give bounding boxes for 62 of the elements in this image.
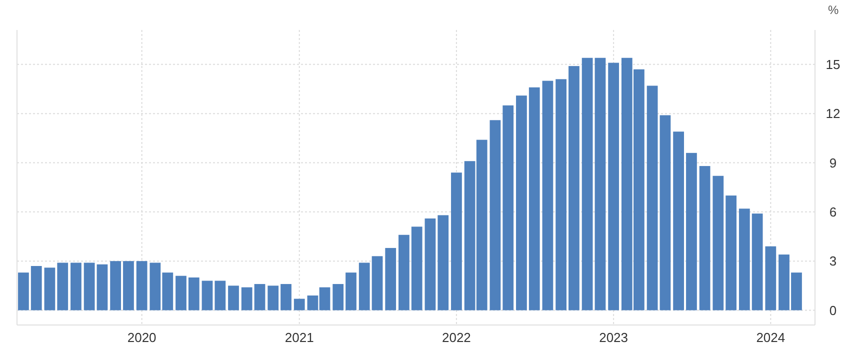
bar <box>18 272 29 310</box>
bar <box>57 262 68 310</box>
bar <box>726 196 737 310</box>
bar <box>268 286 279 310</box>
bar <box>556 79 566 310</box>
bar <box>411 226 422 310</box>
bar <box>110 261 122 310</box>
bar <box>358 262 370 310</box>
bar <box>490 120 501 310</box>
bar <box>699 166 710 310</box>
bar <box>254 284 266 310</box>
bar <box>646 86 658 310</box>
bar <box>712 176 724 310</box>
bar <box>608 62 619 310</box>
bar <box>385 248 396 310</box>
bar <box>346 272 356 310</box>
y-tick-label: 12 <box>826 106 840 122</box>
x-tick-label: 2022 <box>442 330 471 345</box>
bar <box>594 58 606 310</box>
bar <box>280 284 292 310</box>
bar <box>765 246 776 310</box>
bar <box>202 280 213 310</box>
bar <box>738 208 750 310</box>
bar <box>528 87 540 310</box>
bar <box>451 172 462 310</box>
bar <box>673 132 684 310</box>
bar <box>44 268 56 310</box>
y-tick-label: 6 <box>829 204 837 220</box>
bar <box>214 280 226 310</box>
x-tick-label: 2024 <box>756 330 786 345</box>
bar <box>176 276 186 310</box>
y-tick-label: 15 <box>826 56 840 72</box>
bar <box>228 286 239 310</box>
bar <box>582 58 593 310</box>
bar <box>568 66 580 310</box>
y-tick-label: 3 <box>829 254 837 269</box>
x-tick-label: 2023 <box>599 330 628 345</box>
bar <box>188 277 200 310</box>
bar <box>424 218 436 310</box>
bar <box>136 261 148 310</box>
bar <box>438 215 449 310</box>
bar <box>96 264 108 310</box>
bar <box>70 262 82 310</box>
bar <box>542 80 554 310</box>
x-tick-label: 2021 <box>284 330 314 345</box>
bar <box>84 262 95 310</box>
bar <box>294 298 305 310</box>
bar <box>502 105 514 310</box>
bar <box>516 96 527 310</box>
bar <box>398 234 410 310</box>
y-tick-label: 0 <box>829 302 837 318</box>
bar <box>332 284 344 310</box>
bar <box>241 287 252 310</box>
bar <box>686 152 697 310</box>
x-tick-label: 2020 <box>127 330 156 345</box>
bar <box>660 115 671 310</box>
bar <box>752 214 763 310</box>
bar <box>30 266 42 310</box>
y-axis-title: % <box>828 3 839 17</box>
bar <box>372 256 383 310</box>
y-tick-label: 9 <box>829 155 837 170</box>
bar <box>123 261 134 310</box>
